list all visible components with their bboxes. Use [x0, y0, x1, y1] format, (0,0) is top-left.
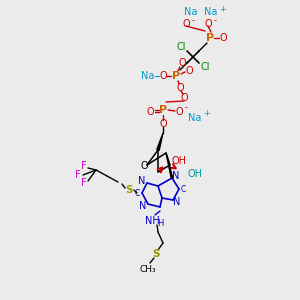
Text: OH: OH: [172, 156, 187, 166]
Text: P: P: [159, 105, 167, 115]
Text: Na: Na: [184, 7, 198, 17]
Text: F: F: [75, 170, 81, 180]
Text: +: +: [204, 110, 210, 118]
Text: S: S: [152, 249, 160, 259]
Polygon shape: [166, 153, 173, 178]
Text: Na: Na: [188, 113, 202, 123]
Text: C: C: [180, 184, 186, 194]
Text: N: N: [172, 171, 180, 181]
Text: H: H: [157, 218, 163, 227]
Text: N: N: [138, 176, 146, 186]
Text: O: O: [140, 161, 148, 171]
Text: Na: Na: [204, 7, 218, 17]
Text: O: O: [182, 19, 190, 29]
Text: N: N: [173, 197, 181, 207]
Text: -: -: [184, 103, 188, 112]
Text: N: N: [139, 201, 147, 211]
Text: C: C: [134, 190, 140, 199]
Text: OH: OH: [187, 169, 202, 179]
Text: Cl: Cl: [200, 62, 210, 72]
Text: O: O: [159, 71, 167, 81]
Polygon shape: [157, 133, 163, 150]
Text: Cl: Cl: [176, 42, 186, 52]
Text: P: P: [172, 71, 180, 81]
Text: O: O: [176, 83, 184, 93]
Text: +: +: [220, 5, 226, 14]
Text: NH: NH: [145, 216, 159, 226]
Text: -: -: [191, 16, 194, 26]
Text: CH₃: CH₃: [140, 265, 156, 274]
Text: -: -: [214, 16, 217, 26]
Text: O: O: [175, 107, 183, 117]
Text: O: O: [146, 107, 154, 117]
Text: O: O: [180, 93, 188, 103]
Text: O: O: [204, 19, 212, 29]
Text: O: O: [185, 66, 193, 76]
Text: O: O: [159, 119, 167, 129]
Text: Na: Na: [141, 71, 155, 81]
Text: F: F: [81, 161, 87, 171]
Text: O: O: [178, 58, 186, 68]
Text: S: S: [125, 185, 133, 195]
Text: P: P: [206, 33, 214, 43]
Text: F: F: [81, 178, 87, 188]
Text: O: O: [219, 33, 227, 43]
